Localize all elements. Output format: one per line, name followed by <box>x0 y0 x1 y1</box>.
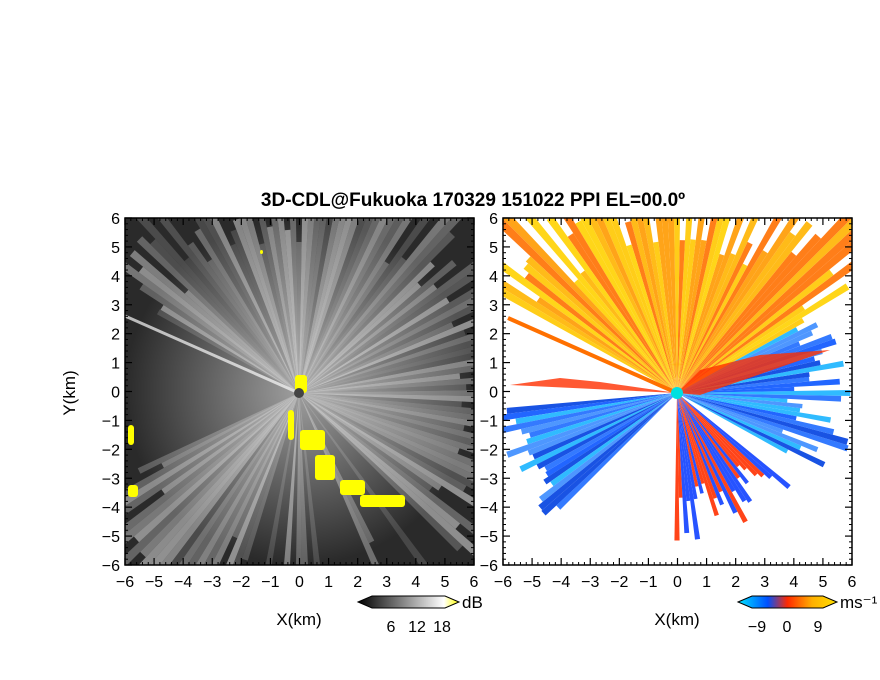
x-tick-label: −2 <box>610 574 628 591</box>
x-tick-label: 3 <box>382 574 391 591</box>
reflectivity-field <box>125 218 474 565</box>
x-tick-label: 5 <box>440 574 449 591</box>
y-tick-label: −5 <box>102 529 120 546</box>
velocity-colorbar-bar <box>736 595 839 609</box>
reflectivity-colorbar-tick: 6 <box>387 619 396 636</box>
y-tick-label: −6 <box>480 558 498 575</box>
y-tick-label: 0 <box>111 385 120 402</box>
reflectivity-colorbar-tick: 12 <box>408 619 426 636</box>
x-tick-label: −1 <box>639 574 657 591</box>
x-tick-label: 3 <box>760 574 769 591</box>
y-tick-label: −4 <box>480 500 498 517</box>
y-axis-label: Y(km) <box>60 370 79 415</box>
x-tick-label: −6 <box>116 574 134 591</box>
y-tick-label: −5 <box>480 529 498 546</box>
velocity-colorbar-unit: ms⁻¹ <box>840 593 878 612</box>
y-tick-label: 4 <box>489 269 498 286</box>
x-tick-label: −5 <box>523 574 541 591</box>
reflectivity-colorbar-unit: dB <box>462 593 483 612</box>
x-tick-label: 0 <box>295 574 304 591</box>
velocity-ticks: −6 −5 −4 −3 −2 −1 0 1 2 3 4 5 6 6 5 4 3 2 1 0 −1 −2 −3 −4 −5 −6 <box>480 211 857 591</box>
x-tick-label: 6 <box>470 574 479 591</box>
x-tick-label: −4 <box>174 574 192 591</box>
y-tick-label: 1 <box>111 356 120 373</box>
velocity-colorbar-tick: −9 <box>748 619 766 636</box>
velocity-field <box>503 218 852 565</box>
y-tick-label: 4 <box>111 269 120 286</box>
y-tick-label: −1 <box>480 413 498 430</box>
y-tick-label: −1 <box>102 413 120 430</box>
x-tick-label: −3 <box>581 574 599 591</box>
y-tick-label: 1 <box>489 356 498 373</box>
y-tick-label: −2 <box>102 442 120 459</box>
velocity-panel: −6 −5 −4 −3 −2 −1 0 1 2 3 4 5 6 6 5 4 3 2 1 0 −1 −2 −3 −4 −5 −6 X… <box>480 211 857 629</box>
x-tick-label: 4 <box>411 574 420 591</box>
reflectivity-x-label: X(km) <box>276 610 321 629</box>
velocity-colorbar: ms⁻¹ −9 0 9 <box>736 593 878 636</box>
reflectivity-ticks: −6 −5 −4 −3 −2 −1 0 1 2 3 4 5 6 6 5 4 3 2 1 0 −1 −2 −3 −4 −5 −6 <box>102 211 479 591</box>
reflectivity-panel: −6 −5 −4 −3 −2 −1 0 1 2 3 4 5 6 6 5 4 3 2 1 0 −1 −2 −3 −4 −5 −6 X… <box>60 211 479 629</box>
reflectivity-colorbar-bar <box>356 595 461 609</box>
y-tick-label: −6 <box>102 558 120 575</box>
y-tick-label: 0 <box>489 385 498 402</box>
x-tick-label: 2 <box>353 574 362 591</box>
y-tick-label: 5 <box>111 240 120 257</box>
x-tick-label: 1 <box>324 574 333 591</box>
x-tick-label: 6 <box>848 574 857 591</box>
y-tick-label: 5 <box>489 240 498 257</box>
x-tick-label: 4 <box>789 574 798 591</box>
y-tick-label: 3 <box>489 298 498 315</box>
x-tick-label: 1 <box>702 574 711 591</box>
x-tick-label: −1 <box>261 574 279 591</box>
y-tick-label: −4 <box>102 500 120 517</box>
y-tick-label: −2 <box>480 442 498 459</box>
y-tick-label: 6 <box>111 211 120 228</box>
radar-site-marker <box>294 388 304 398</box>
reflectivity-colorbar: dB 6 12 18 <box>356 593 483 636</box>
x-tick-label: 2 <box>731 574 740 591</box>
velocity-x-label: X(km) <box>654 610 699 629</box>
y-tick-label: 2 <box>489 327 498 344</box>
y-tick-label: 2 <box>111 327 120 344</box>
x-tick-label: −5 <box>145 574 163 591</box>
x-tick-label: −6 <box>494 574 512 591</box>
x-tick-label: 5 <box>818 574 827 591</box>
x-tick-label: 0 <box>673 574 682 591</box>
y-tick-label: 6 <box>489 211 498 228</box>
y-tick-label: −3 <box>102 471 120 488</box>
y-tick-label: 3 <box>111 298 120 315</box>
reflectivity-colorbar-tick: 18 <box>433 619 451 636</box>
velocity-colorbar-tick: 0 <box>783 619 792 636</box>
x-tick-label: −4 <box>552 574 570 591</box>
x-tick-label: −2 <box>232 574 250 591</box>
chart-title: 3D-CDL@Fukuoka 170329 151022 PPI EL=00.0… <box>261 190 685 211</box>
radar-site-marker-velocity <box>671 387 683 399</box>
velocity-colorbar-tick: 9 <box>814 619 823 636</box>
x-tick-label: −3 <box>203 574 221 591</box>
y-tick-label: −3 <box>480 471 498 488</box>
